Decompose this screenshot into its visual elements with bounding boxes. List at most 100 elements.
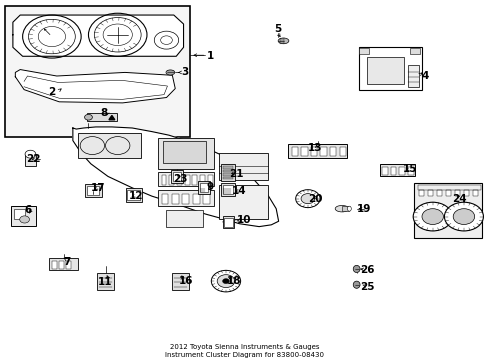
Bar [158,172,213,186]
Text: 12: 12 [129,191,143,201]
Text: 23: 23 [173,174,187,184]
Bar [158,138,213,169]
Bar [407,167,413,175]
Bar [222,216,234,228]
Bar [381,167,387,175]
Bar [366,57,403,84]
Bar [203,194,209,204]
Text: 1: 1 [206,51,214,61]
Bar [320,147,326,156]
Bar [4,6,189,137]
Text: 4: 4 [420,71,427,81]
Text: 2: 2 [48,87,56,97]
Ellipse shape [334,206,348,212]
Bar [199,183,208,192]
Bar [78,134,141,158]
Bar [418,190,423,196]
Text: 16: 16 [179,276,193,286]
Bar [177,175,182,185]
Bar [223,170,232,172]
Bar [158,190,213,206]
Bar [454,190,459,196]
Polygon shape [15,69,175,103]
Bar [52,261,57,269]
Bar [66,261,71,269]
Bar [223,177,232,179]
Text: 22: 22 [26,154,41,164]
Bar [358,48,368,54]
Bar [223,185,232,194]
Bar [398,167,404,175]
Bar [329,147,336,156]
Text: 25: 25 [359,282,374,292]
Text: 9: 9 [206,182,213,192]
Circle shape [25,150,36,158]
Circle shape [301,194,314,204]
Bar [192,194,199,204]
Bar [198,181,210,194]
Ellipse shape [278,38,288,44]
Bar [49,258,78,270]
Text: 26: 26 [359,265,374,275]
Bar [427,190,432,196]
Bar [172,273,188,291]
Ellipse shape [352,281,359,288]
Bar [11,206,36,226]
Bar [379,164,414,176]
Bar [87,186,99,195]
Text: 17: 17 [91,183,105,193]
Bar [184,175,189,185]
Bar [409,48,419,54]
Polygon shape [13,15,183,56]
Bar [125,188,142,202]
Text: 21: 21 [228,168,243,179]
Bar [339,147,345,156]
Bar [59,261,64,269]
Bar [85,184,102,197]
Bar [14,209,24,220]
Bar [310,147,317,156]
Text: 14: 14 [232,186,246,197]
Ellipse shape [352,265,359,273]
Text: 7: 7 [62,257,70,267]
Ellipse shape [165,70,174,75]
Bar [463,190,468,196]
Bar [169,175,174,185]
Text: 5: 5 [273,24,281,35]
Ellipse shape [84,114,92,120]
Bar [221,163,234,181]
Text: 10: 10 [237,215,251,225]
Bar [219,153,267,180]
Bar [97,273,114,291]
Circle shape [20,216,29,223]
Text: 20: 20 [307,194,322,204]
Bar [86,113,117,121]
Circle shape [217,275,234,288]
Bar [407,65,418,87]
Bar [445,190,450,196]
Bar [223,166,232,168]
Bar [192,175,197,185]
Bar [223,173,232,176]
Bar [166,211,203,226]
Bar [436,190,441,196]
Text: 15: 15 [402,164,417,174]
Bar [219,185,267,220]
Circle shape [412,202,451,231]
Text: 8: 8 [100,108,107,118]
Bar [25,154,36,166]
Circle shape [452,209,474,225]
Text: 11: 11 [98,277,113,287]
Bar [161,194,168,204]
Circle shape [444,202,483,231]
Bar [200,175,204,185]
Ellipse shape [346,206,350,211]
Circle shape [211,270,240,292]
Circle shape [295,190,320,208]
Bar [162,141,206,163]
Bar [291,147,298,156]
Bar [171,170,183,183]
Bar [413,183,482,238]
Text: 18: 18 [226,276,241,286]
Bar [173,172,181,181]
